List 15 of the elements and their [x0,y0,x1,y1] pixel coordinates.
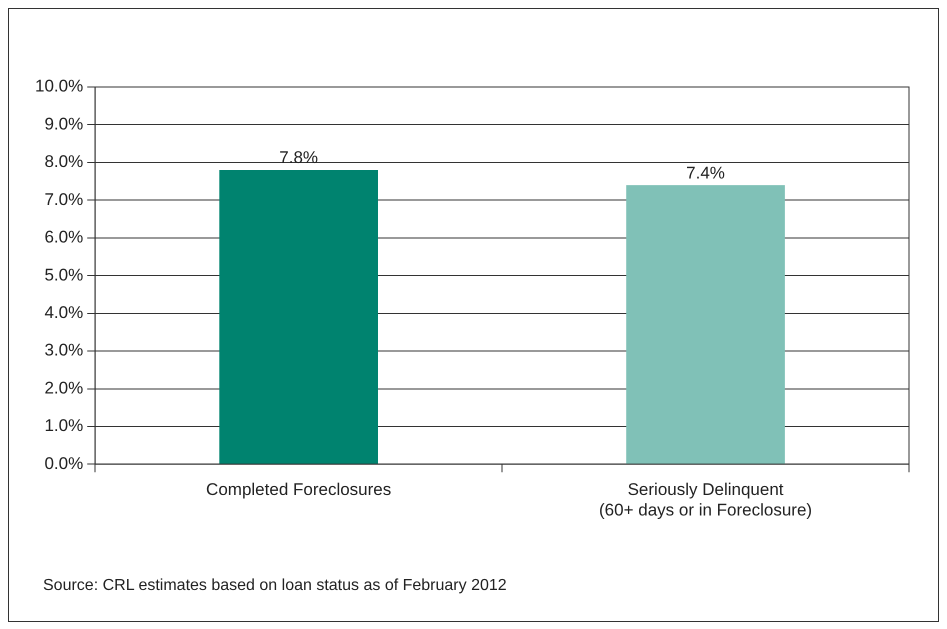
y-tick-label: 5.0% [44,265,84,284]
y-tick-label: 10.0% [35,76,84,96]
x-tick-label: Seriously Delinquent (60+ days or in Foreclosure) [599,480,812,520]
y-tick-label: 2.0% [44,378,84,398]
x-tick-label: Completed Foreclosures [206,480,392,500]
source-note: Source: CRL estimates based on loan status as of February 2012 [43,577,507,595]
y-tick-label: 0.0% [44,454,84,473]
data-label: 7.4% [686,163,725,182]
y-tick-label: 8.0% [44,152,84,172]
y-tick-label: 4.0% [44,303,84,322]
y-tick-label: 6.0% [44,228,84,247]
y-tick-label: 1.0% [44,416,84,436]
y-tick-label: 9.0% [44,114,84,134]
y-tick-label: 3.0% [44,340,84,360]
y-tick-label: 7.0% [44,190,84,209]
